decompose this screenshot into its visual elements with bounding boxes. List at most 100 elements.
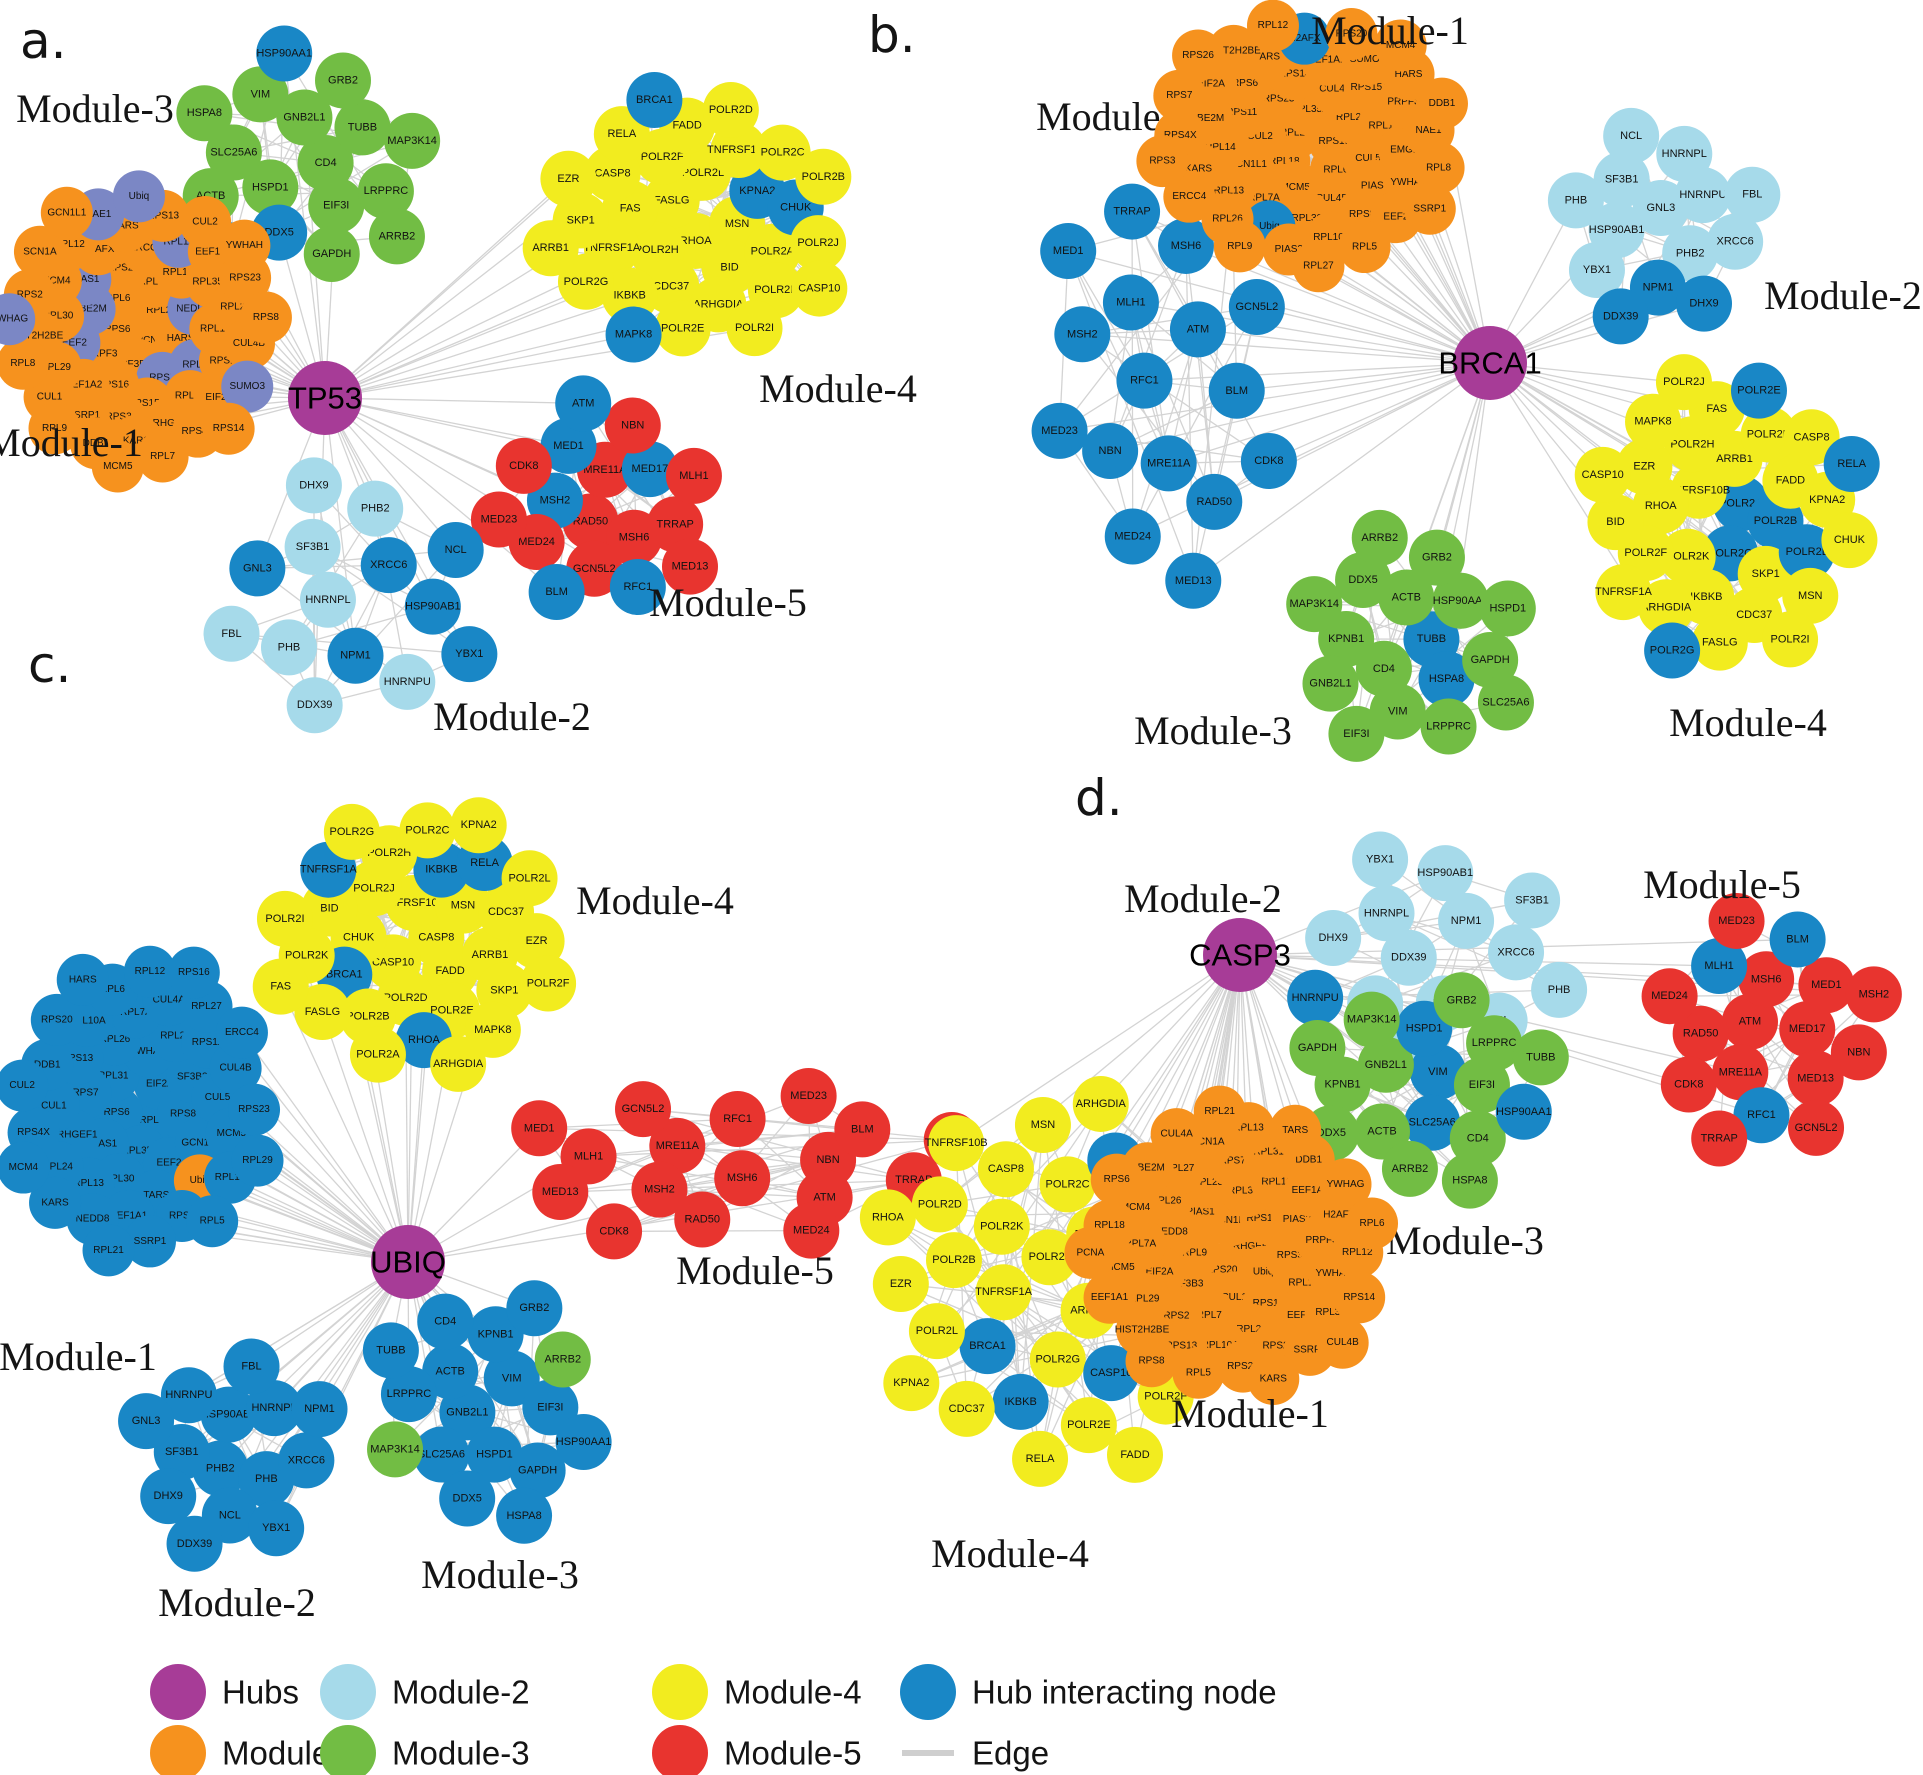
node-label: RPL7	[1197, 1310, 1222, 1321]
legend-swatch	[652, 1664, 708, 1720]
node-circle	[1165, 552, 1222, 609]
node-MAPK8: MAPK8	[464, 1001, 521, 1058]
node-label: KARS	[41, 1197, 69, 1208]
node-label: RPS14	[1343, 1292, 1375, 1303]
node-ARRB2: ARRB2	[534, 1331, 591, 1388]
node-label: MED13	[1175, 575, 1212, 587]
node-circle	[1292, 240, 1345, 293]
node-label: CASP8	[594, 168, 630, 180]
node-ARHGDIA: ARHGDIA	[1072, 1075, 1129, 1132]
node-circle	[303, 225, 360, 282]
node-label: POLR2B	[802, 171, 845, 183]
node-label: YWHAG	[129, 1046, 167, 1057]
node-circle	[1676, 275, 1733, 332]
node-label: POLR2B	[346, 1011, 389, 1023]
node-label: RPL6	[105, 293, 130, 304]
node-label: HNRNPU	[1292, 992, 1339, 1004]
node-circle	[1798, 957, 1855, 1014]
node-label: Ubiq	[1253, 1266, 1274, 1277]
node-label: RELA	[607, 128, 636, 140]
node-RPL8: RPL8	[0, 337, 49, 390]
node-circle	[1595, 564, 1652, 621]
node-RFC1: RFC1	[1733, 1087, 1790, 1144]
node-circle	[540, 150, 597, 207]
node-label: GNB2L1	[283, 112, 325, 124]
node-label: RPL21	[1204, 1106, 1235, 1117]
node-label: RPL11	[1368, 121, 1398, 132]
node-circle	[215, 1006, 268, 1059]
node-label: DHX9	[154, 1490, 183, 1502]
node-circle	[614, 1081, 671, 1138]
node-circle	[1593, 151, 1650, 208]
node-circle	[327, 627, 384, 684]
node-label: RPL12	[135, 966, 166, 977]
node-TARS: TARS	[1269, 1104, 1322, 1157]
node-circle	[508, 913, 565, 970]
node-label: CUL4A	[1161, 1129, 1194, 1140]
node-circle	[726, 300, 783, 357]
node-label: ERCC4	[225, 1027, 259, 1038]
node-label: EIF2A	[1197, 78, 1225, 89]
node-CUL2: CUL2	[179, 195, 232, 248]
node-label: CASP8	[1794, 431, 1830, 443]
node-label: DHX9	[1318, 932, 1347, 944]
node-label: MAPK8	[474, 1024, 511, 1036]
node-HNRNPL: HNRNPL	[1656, 125, 1713, 182]
node-label: GCN1L1	[47, 207, 86, 218]
cluster-b-module-1: RPL23RPS13RPL18RPL35ARPL6CUL2RPL21MCM5RP…	[1136, 0, 1468, 293]
node-label: EEF1A1	[195, 246, 233, 257]
node-KARS: KARS	[1247, 1352, 1300, 1405]
node-label: RHOA	[680, 235, 712, 247]
node-label: RPS23	[1263, 93, 1295, 104]
node-circle	[439, 1470, 496, 1527]
module-label: Module-5	[1643, 862, 1801, 907]
node-label: ARHGEF1	[146, 418, 194, 429]
node-circle	[315, 52, 372, 109]
node-circle	[202, 402, 255, 455]
node-label: TNFRSF10B	[925, 1137, 988, 1149]
node-label: BLM	[545, 586, 568, 598]
node-label: Ubiq	[129, 191, 150, 202]
node-label: FASLG	[1702, 637, 1737, 649]
node-DDX5: DDX5	[1335, 551, 1392, 608]
node-label: GRB2	[328, 74, 358, 86]
node-circle	[1449, 1110, 1506, 1167]
node-MRE11A: MRE11A	[1712, 1044, 1769, 1101]
node-label: POLR2L	[682, 167, 724, 179]
node-label: RHOA	[408, 1034, 440, 1046]
node-CASP10: CASP10	[791, 260, 848, 317]
node-circle	[1724, 166, 1781, 223]
node-circle	[1432, 572, 1489, 629]
node-label: POLR2K	[980, 1221, 1024, 1233]
node-CDC37: CDC37	[938, 1380, 995, 1437]
node-label: IKBKB	[1690, 591, 1722, 603]
node-label: MED24	[518, 536, 555, 548]
node-circle	[276, 89, 333, 146]
node-NPM1: NPM1	[1438, 892, 1495, 949]
node-circle	[1335, 551, 1392, 608]
node-SF3B1: SF3B1	[1593, 151, 1650, 208]
node-EIF3I: EIF3I	[308, 177, 365, 234]
node-circle	[522, 220, 579, 277]
node-HSP90AA1: HSP90AA1	[1495, 1083, 1552, 1140]
node-label: MSH6	[619, 532, 650, 544]
node-circle	[1012, 1430, 1069, 1487]
node-circle	[1782, 567, 1839, 624]
node-label: SKP1	[1752, 568, 1780, 580]
node-label: CUL4B	[219, 1063, 252, 1074]
node-HNRNPU: HNRNPU	[160, 1367, 217, 1424]
node-GNL3: GNL3	[118, 1393, 175, 1450]
node-circle	[938, 1380, 995, 1437]
node-circle	[1568, 242, 1625, 299]
node-label: GNB2L1	[1309, 678, 1351, 690]
node-label: CUL2	[9, 1080, 35, 1091]
node-label: RPS15A	[128, 398, 167, 409]
node-circle	[1072, 1075, 1129, 1132]
node-label: YBX1	[1366, 853, 1394, 865]
hub-circle	[1203, 918, 1277, 992]
node-label: YWHAG	[0, 314, 28, 325]
node-label: RPS13	[1166, 1341, 1198, 1352]
node-label: CDC37	[488, 906, 524, 918]
node-label: PIAS1	[71, 274, 100, 285]
node-circle	[1228, 278, 1285, 335]
